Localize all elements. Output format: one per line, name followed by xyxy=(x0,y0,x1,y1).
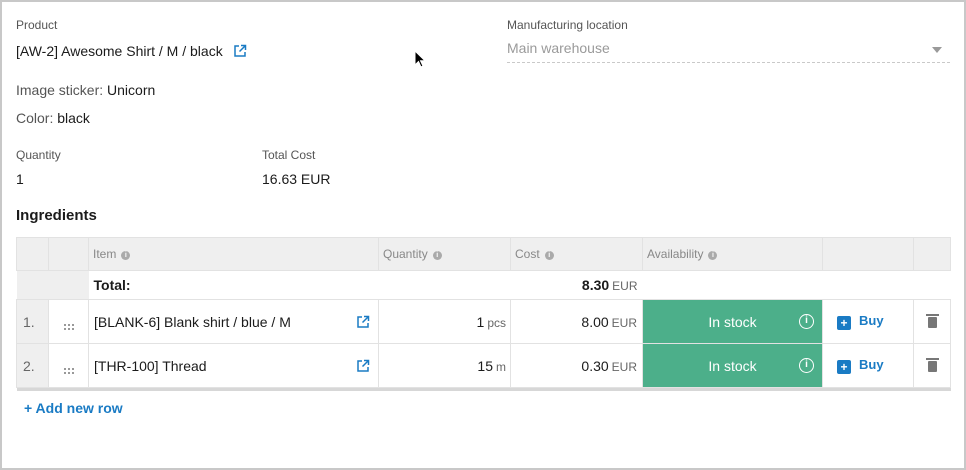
total-label: Total: xyxy=(88,270,379,300)
attribute-key: Image sticker: xyxy=(16,82,104,98)
row-cost-value: 8.00 xyxy=(581,313,609,330)
header-delete xyxy=(913,237,951,271)
info-icon[interactable]: i xyxy=(708,251,718,260)
quantity-label: Quantity xyxy=(16,148,61,162)
header-availability-label: Availability xyxy=(647,247,704,261)
delete-row-button[interactable] xyxy=(913,299,951,344)
table-header-row: Item i Quantity i Cost i Availability i xyxy=(16,237,951,271)
row-quantity-value[interactable]: 15 xyxy=(477,357,493,374)
manufacturing-location-label: Manufacturing location xyxy=(507,18,628,32)
external-link-icon[interactable] xyxy=(233,44,247,58)
row-cost: 0.30 EUR xyxy=(510,343,643,388)
header-availability: Availability i xyxy=(642,237,823,271)
buy-label: Buy xyxy=(859,357,884,372)
trash-icon[interactable] xyxy=(925,358,939,373)
row-cost-value: 0.30 xyxy=(581,357,609,374)
info-icon[interactable]: i xyxy=(799,314,814,329)
attribute-key: Color: xyxy=(16,110,54,126)
product-value[interactable]: [AW-2] Awesome Shirt / M / black xyxy=(16,43,247,59)
table-bottom-border xyxy=(16,387,951,391)
row-item-name[interactable]: [THR-100] Thread xyxy=(94,357,207,374)
row-quantity[interactable]: 1 pcs xyxy=(378,299,511,344)
row-item-name[interactable]: [BLANK-6] Blank shirt / blue / M xyxy=(94,313,291,330)
ingredients-table: Item i Quantity i Cost i Availability i Tota… xyxy=(16,237,951,391)
info-icon[interactable]: i xyxy=(432,251,442,260)
add-to-cart-icon: + xyxy=(837,316,851,330)
drag-handle-icon[interactable] xyxy=(63,368,74,374)
header-index xyxy=(16,237,49,271)
row-cost-currency: EUR xyxy=(611,315,637,330)
external-link-icon[interactable] xyxy=(356,315,370,332)
total-cost-label: Total Cost xyxy=(262,148,316,162)
attribute-image-sticker: Image sticker: Unicorn xyxy=(16,82,155,98)
drag-handle[interactable] xyxy=(48,299,89,344)
header-cost: Cost i xyxy=(510,237,643,271)
manufacturing-location-value: Main warehouse xyxy=(507,40,610,56)
row-cost-currency: EUR xyxy=(611,359,637,374)
chevron-down-icon[interactable] xyxy=(932,47,942,53)
availability-text: In stock xyxy=(708,313,757,330)
total-cost-amount: 8.30 xyxy=(581,277,610,293)
add-to-cart-icon: + xyxy=(837,360,851,374)
info-icon[interactable]: i xyxy=(121,251,131,260)
header-buy xyxy=(822,237,914,271)
header-cost-label: Cost xyxy=(515,247,540,261)
header-drag xyxy=(48,237,89,271)
header-item: Item i xyxy=(88,237,379,271)
table-row: 1. [BLANK-6] Blank shirt / blue / M 1 pcs… xyxy=(16,299,951,344)
availability-text: In stock xyxy=(708,357,757,374)
row-item[interactable]: [THR-100] Thread xyxy=(88,343,379,388)
attribute-color: Color: black xyxy=(16,110,90,126)
total-cost: 8.30 EUR xyxy=(510,270,643,300)
availability-badge: In stock i xyxy=(642,343,823,388)
header-item-label: Item xyxy=(93,247,117,261)
product-name[interactable]: [AW-2] Awesome Shirt / M / black xyxy=(16,43,223,59)
drag-handle[interactable] xyxy=(48,343,89,388)
drag-handle-icon[interactable] xyxy=(63,324,74,330)
header-quantity: Quantity i xyxy=(378,237,511,271)
table-row: 2. [THR-100] Thread 15 m 0.30 EUR In stock… xyxy=(16,343,951,388)
manufacturing-location-select[interactable]: Main warehouse xyxy=(507,38,950,63)
attribute-value: black xyxy=(57,110,90,126)
buy-label: Buy xyxy=(859,313,884,328)
attribute-value: Unicorn xyxy=(107,82,156,98)
product-label: Product xyxy=(16,18,58,32)
info-icon[interactable]: i xyxy=(544,251,554,260)
mouse-cursor-icon xyxy=(414,49,427,73)
external-link-icon[interactable] xyxy=(356,359,370,376)
total-row: Total: 8.30 EUR xyxy=(16,270,951,300)
ingredients-title: Ingredients xyxy=(16,207,97,224)
row-cost: 8.00 EUR xyxy=(510,299,643,344)
add-new-row-button[interactable]: + Add new row xyxy=(24,400,123,416)
availability-badge: In stock i xyxy=(642,299,823,344)
row-index: 1. xyxy=(16,299,49,344)
row-quantity-unit: pcs xyxy=(487,315,506,330)
row-index: 2. xyxy=(16,343,49,388)
header-quantity-label: Quantity xyxy=(383,247,428,261)
total-cost-value: 16.63 EUR xyxy=(262,171,331,187)
buy-button[interactable]: + Buy xyxy=(822,299,914,344)
row-quantity-unit: m xyxy=(496,359,506,374)
quantity-value[interactable]: 1 xyxy=(16,171,24,187)
info-icon[interactable]: i xyxy=(799,358,814,373)
buy-button[interactable]: + Buy xyxy=(822,343,914,388)
total-cost-currency: EUR xyxy=(612,279,638,293)
row-quantity[interactable]: 15 m xyxy=(378,343,511,388)
trash-icon[interactable] xyxy=(925,314,939,329)
row-item[interactable]: [BLANK-6] Blank shirt / blue / M xyxy=(88,299,379,344)
delete-row-button[interactable] xyxy=(913,343,951,388)
row-quantity-value[interactable]: 1 xyxy=(476,313,485,330)
